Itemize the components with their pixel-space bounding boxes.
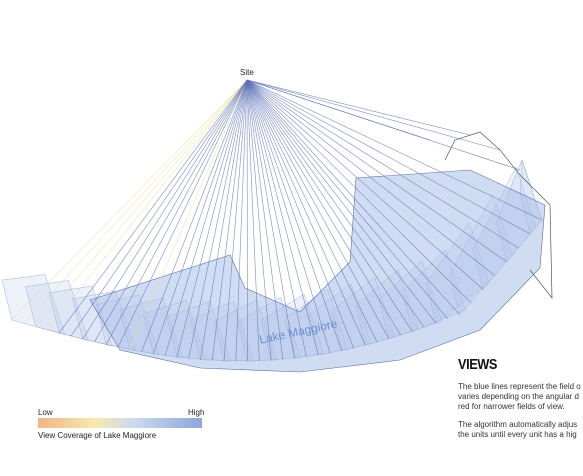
view-line xyxy=(94,79,248,343)
view-line xyxy=(246,79,295,359)
views-line: red for narrower fields of view. xyxy=(458,402,565,411)
view-line xyxy=(246,79,519,249)
views-text: The blue lines represent the field o vari… xyxy=(458,382,581,440)
view-line xyxy=(246,79,507,263)
view-line xyxy=(246,79,501,151)
view-line xyxy=(246,79,401,336)
view-line xyxy=(235,79,248,362)
view-line xyxy=(23,79,248,324)
views-line: the units until every unit has a hig xyxy=(458,430,577,439)
view-line xyxy=(188,79,248,359)
view-line xyxy=(129,79,248,350)
legend-high: High xyxy=(188,408,205,417)
view-line xyxy=(246,79,413,332)
site-label: Site xyxy=(240,68,254,77)
view-line xyxy=(246,79,437,324)
view-line xyxy=(246,79,272,361)
view-line xyxy=(246,79,307,357)
view-line xyxy=(246,79,471,136)
view-line xyxy=(211,79,248,361)
view-line xyxy=(246,79,319,356)
view-line xyxy=(246,79,343,351)
view-line xyxy=(11,79,248,321)
legend-low: Low xyxy=(38,408,53,417)
view-line xyxy=(117,79,248,348)
view-line xyxy=(246,79,521,171)
view-line xyxy=(246,79,472,304)
view-line xyxy=(70,79,248,337)
spacer xyxy=(458,412,581,420)
view-line xyxy=(246,79,354,349)
view-line xyxy=(176,79,248,358)
view-line xyxy=(246,79,331,354)
view-line xyxy=(105,79,248,345)
view-line xyxy=(246,79,260,362)
views-line: The algorithm automatically adjus xyxy=(458,420,578,429)
view-line xyxy=(246,79,378,343)
view-line xyxy=(200,79,248,360)
view-line xyxy=(223,79,248,362)
views-line: The blue lines represent the field o xyxy=(458,382,581,391)
view-line xyxy=(164,79,248,356)
view-line xyxy=(246,79,284,360)
view-line xyxy=(246,79,496,276)
view-lines xyxy=(11,79,543,362)
lake xyxy=(89,169,546,373)
view-line xyxy=(35,79,248,327)
legend-bar xyxy=(38,418,202,428)
legend-caption: View Coverage of Lake Maggiore xyxy=(38,431,157,440)
view-line xyxy=(58,79,248,334)
views-line: varies depending on the angular d xyxy=(458,392,579,401)
view-line xyxy=(246,79,543,221)
view-line xyxy=(246,79,449,320)
view-line xyxy=(246,79,425,328)
view-line xyxy=(141,79,248,353)
view-line xyxy=(246,79,460,315)
view-line xyxy=(246,79,248,362)
view-line xyxy=(246,79,366,346)
view-line xyxy=(47,79,248,330)
views-title: VIEWS xyxy=(458,356,497,373)
view-line xyxy=(82,79,248,340)
view-line xyxy=(246,79,390,339)
view-line xyxy=(246,79,531,235)
view-line xyxy=(153,79,248,355)
view-line xyxy=(246,79,484,290)
